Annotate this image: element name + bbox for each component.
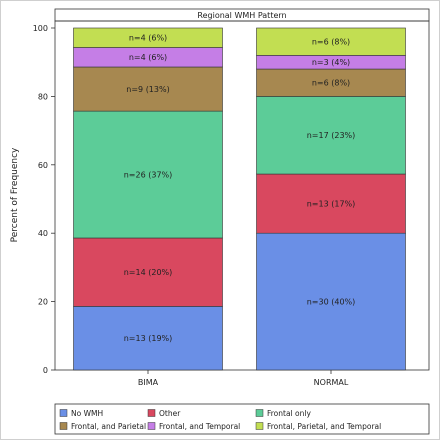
y-tick-label: 20 bbox=[38, 298, 48, 307]
bar-data-label: n=4 (6%) bbox=[129, 34, 167, 43]
bar-segment bbox=[256, 27, 406, 56]
y-tick-label: 40 bbox=[38, 229, 48, 238]
bar-segment bbox=[73, 66, 223, 112]
legend-swatch bbox=[147, 409, 156, 417]
y-tick-label: 100 bbox=[33, 24, 48, 33]
bar-data-label: n=14 (20%) bbox=[124, 268, 173, 277]
legend-swatch bbox=[59, 422, 68, 430]
y-axis: 0 20 40 60 80 100 bbox=[33, 24, 55, 375]
legend-swatch bbox=[59, 409, 68, 417]
legend-label: Frontal, and Temporal bbox=[159, 422, 240, 431]
legend: No WMH Other Frontal only Frontal, and Pari… bbox=[59, 409, 381, 431]
bar-segment bbox=[73, 27, 223, 48]
bar-data-label: n=13 (19%) bbox=[124, 334, 173, 343]
bars-layer: n=13 (19%) n=14 (20%) n=26 (37%) n=9 (13%) n… bbox=[73, 27, 406, 371]
bar-data-label: n=26 (37%) bbox=[124, 171, 173, 180]
plot-frame bbox=[54, 20, 430, 371]
bar-data-label: n=30 (40%) bbox=[307, 298, 356, 307]
y-axis-label: Percent of Frequency bbox=[10, 147, 20, 242]
y-tick-label: 80 bbox=[38, 92, 48, 101]
bar-segment bbox=[73, 306, 223, 371]
bar-data-label: n=6 (8%) bbox=[312, 38, 350, 47]
legend-label: Frontal, and Parietal bbox=[71, 422, 146, 431]
bar-data-label: n=4 (6%) bbox=[129, 53, 167, 62]
x-tick-label: NORMAL bbox=[314, 378, 349, 387]
legend-swatch bbox=[255, 409, 264, 417]
x-axis: BIMA NORMAL bbox=[138, 370, 349, 387]
legend-label: Frontal only bbox=[267, 409, 311, 418]
legend-swatch bbox=[255, 422, 264, 430]
bar-segment bbox=[256, 232, 406, 371]
bar-data-label: n=9 (13%) bbox=[126, 85, 169, 94]
legend-box bbox=[54, 403, 430, 435]
bar-data-label: n=17 (23%) bbox=[307, 131, 356, 140]
bar-data-label: n=13 (17%) bbox=[307, 200, 356, 209]
bar-segment bbox=[73, 237, 223, 307]
legend-label: No WMH bbox=[71, 409, 103, 418]
legend-label: Frontal, Parietal, and Temporal bbox=[267, 422, 381, 431]
bar-data-label: n=6 (8%) bbox=[312, 79, 350, 88]
bar-segment bbox=[256, 68, 406, 97]
bar-segment bbox=[256, 96, 406, 175]
x-tick-label: BIMA bbox=[138, 378, 159, 387]
legend-label: Other bbox=[159, 409, 181, 418]
chart-title: Regional WMH Pattern bbox=[197, 11, 286, 20]
bar-segment bbox=[73, 110, 223, 239]
y-tick-label: 60 bbox=[38, 161, 48, 170]
legend-swatch bbox=[147, 422, 156, 430]
bar-data-label: n=3 (4%) bbox=[312, 58, 350, 67]
y-tick-label: 0 bbox=[43, 366, 48, 375]
